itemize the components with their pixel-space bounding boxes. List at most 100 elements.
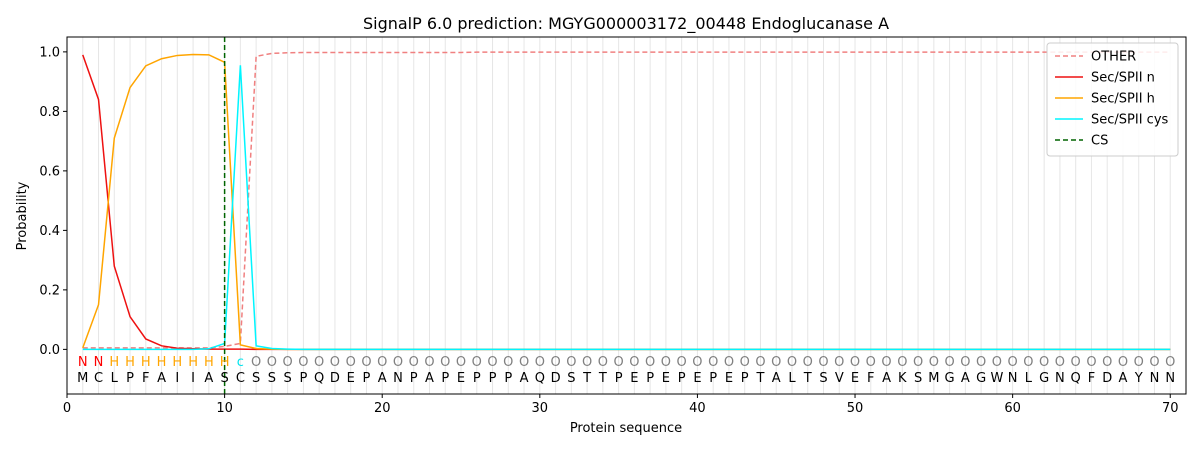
x-tick-label: 70 xyxy=(1162,401,1179,416)
y-tick-label: 0.4 xyxy=(39,224,60,239)
region-label: O xyxy=(550,355,560,370)
region-label: H xyxy=(204,355,214,370)
region-label: O xyxy=(393,355,403,370)
residue-letter: T xyxy=(598,371,607,386)
region-label: O xyxy=(519,355,529,370)
residue-letter: L xyxy=(111,371,119,386)
residue-letter: P xyxy=(504,371,512,386)
region-label: O xyxy=(1039,355,1049,370)
region-label: O xyxy=(1086,355,1096,370)
x-tick-label: 0 xyxy=(63,401,71,416)
region-label: O xyxy=(346,355,356,370)
residue-letter: P xyxy=(126,371,134,386)
axes: 0 10 20 30 40 50 60 70 0.0 0.2 0.4 0.6 0.8 1.0 xyxy=(39,36,1187,416)
x-tick-label: 40 xyxy=(689,401,706,416)
region-label: O xyxy=(1071,355,1081,370)
residue-letter: A xyxy=(520,371,529,386)
y-tick-label: 0.0 xyxy=(39,343,60,358)
residue-letter: V xyxy=(835,371,844,386)
region-label: O xyxy=(755,355,765,370)
residue-letter: L xyxy=(1025,371,1033,386)
region-label: O xyxy=(866,355,876,370)
residue-letter: T xyxy=(803,371,812,386)
residue-letter: G xyxy=(945,371,955,386)
residue-letter: T xyxy=(582,371,591,386)
region-label: O xyxy=(1134,355,1144,370)
legend-box xyxy=(1046,42,1179,157)
residue-letter: K xyxy=(898,371,907,386)
region-label: H xyxy=(220,355,230,370)
region-label: O xyxy=(424,355,434,370)
x-tick-label: 30 xyxy=(532,401,549,416)
residue-letter: D xyxy=(551,371,561,386)
region-label: O xyxy=(834,355,844,370)
residue-letter: N xyxy=(1150,371,1160,386)
residue-letter: A xyxy=(204,371,213,386)
region-label: O xyxy=(1165,355,1175,370)
residue-letter: A xyxy=(378,371,387,386)
residue-letter: Q xyxy=(314,371,324,386)
region-label: O xyxy=(724,355,734,370)
x-tick-label: 50 xyxy=(847,401,864,416)
y-axis-title: Probability xyxy=(15,181,30,250)
residue-letter: M xyxy=(928,371,939,386)
region-label: O xyxy=(503,355,513,370)
residue-letter: S xyxy=(252,371,260,386)
residue-letter: P xyxy=(473,371,481,386)
x-axis-title: Protein sequence xyxy=(570,421,682,436)
legend-label: Sec/SPII n xyxy=(1091,71,1155,86)
region-label: O xyxy=(850,355,860,370)
legend-label: OTHER xyxy=(1091,50,1136,65)
region-label: O xyxy=(1118,355,1128,370)
region-label: O xyxy=(614,355,624,370)
residue-letter: A xyxy=(1119,371,1128,386)
residue-letter: S xyxy=(819,371,827,386)
region-label: O xyxy=(440,355,450,370)
region-label: O xyxy=(251,355,261,370)
legend-label: Sec/SPII cys xyxy=(1091,113,1169,128)
series-layer xyxy=(82,37,1171,394)
region-label: O xyxy=(1149,355,1159,370)
region-label: H xyxy=(141,355,151,370)
residue-letter: E xyxy=(630,371,638,386)
region-label: O xyxy=(566,355,576,370)
residue-letter: F xyxy=(142,371,149,386)
region-label: O xyxy=(803,355,813,370)
residue-letter: E xyxy=(725,371,733,386)
residue-letter: Y xyxy=(1134,371,1143,386)
residue-letter: P xyxy=(489,371,497,386)
y-tick-label: 0.6 xyxy=(39,164,60,179)
residue-letter: P xyxy=(741,371,749,386)
region-label: O xyxy=(913,355,923,370)
residue-letter: D xyxy=(1102,371,1112,386)
series-line-sec-spii-cys xyxy=(82,65,1171,351)
region-label: O xyxy=(740,355,750,370)
region-label: O xyxy=(535,355,545,370)
residue-letter: I xyxy=(191,371,195,386)
residue-letter: N xyxy=(1165,371,1175,386)
region-label: O xyxy=(472,355,482,370)
x-tick-label: 10 xyxy=(216,401,233,416)
region-label: N xyxy=(78,355,88,370)
y-tick-label: 1.0 xyxy=(39,45,60,60)
residue-letter: P xyxy=(410,371,418,386)
region-label: O xyxy=(582,355,592,370)
residue-letter: G xyxy=(1039,371,1049,386)
residue-letter: I xyxy=(175,371,179,386)
residue-letter: E xyxy=(851,371,859,386)
region-label: O xyxy=(692,355,702,370)
region-label: O xyxy=(629,355,639,370)
region-label: O xyxy=(677,355,687,370)
residue-letter: F xyxy=(867,371,874,386)
residue-letter: A xyxy=(425,371,434,386)
residue-letter: S xyxy=(268,371,276,386)
residue-letter: L xyxy=(788,371,796,386)
residue-letter: A xyxy=(961,371,970,386)
region-label: O xyxy=(598,355,608,370)
region-label: O xyxy=(992,355,1002,370)
residue-letter: N xyxy=(1055,371,1065,386)
residue-letter: N xyxy=(1008,371,1018,386)
region-label: O xyxy=(409,355,419,370)
region-label: O xyxy=(708,355,718,370)
region-label: O xyxy=(787,355,797,370)
